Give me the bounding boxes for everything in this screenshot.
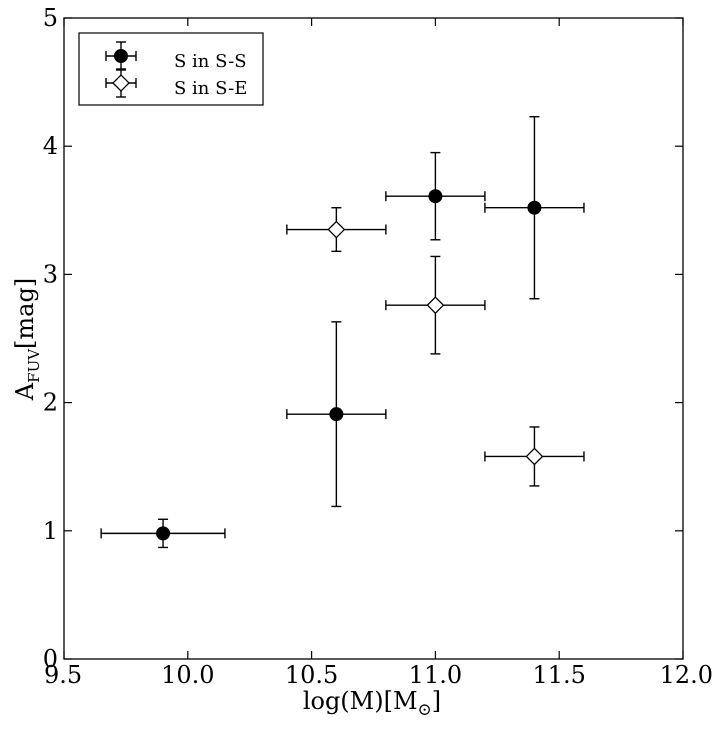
x-axis-label-subscript: ⊙ <box>418 700 432 720</box>
filled-circle-marker <box>329 407 344 422</box>
x-tick-label: 9.5 <box>44 661 82 689</box>
y-tick-label: 0 <box>43 645 58 673</box>
data-point-s-in-s-s <box>385 151 486 241</box>
data-point-s-in-s-s <box>286 321 387 508</box>
legend-open-diamond-marker <box>112 74 130 92</box>
filled-circle-marker <box>428 189 443 204</box>
data-point-s-in-s-s <box>100 518 226 549</box>
legend-markers <box>105 41 137 98</box>
x-tick-label: 12.0 <box>660 661 713 689</box>
y-axis-label-subscript: FUV <box>25 348 43 383</box>
open-diamond-marker <box>327 220 346 239</box>
legend-marker-s-in-s-e <box>105 68 137 98</box>
x-tick-label: 11.5 <box>532 661 585 689</box>
data-point-s-in-s-e <box>385 255 486 355</box>
legend-filled-circle-marker <box>114 49 128 63</box>
data-point-s-in-s-e <box>484 426 585 487</box>
y-tick-label: 1 <box>43 517 58 545</box>
legend-label-s-in-s-e: S in S-E <box>174 78 247 99</box>
legend-label-s-in-s-s: S in S-S <box>174 51 247 72</box>
y-tick-label: 3 <box>43 260 58 288</box>
filled-circle-marker <box>527 200 542 215</box>
plot-area <box>63 17 684 660</box>
x-tick-label: 10.0 <box>161 661 214 689</box>
y-tick-label: 5 <box>43 4 58 32</box>
x-axis-label: log(M)[M⊙] <box>303 687 441 720</box>
data-point-s-in-s-e <box>286 207 387 253</box>
ticks-layer: 9.5 10.0 10.5 11.0 11.5 12.0 0 1 2 3 4 5 <box>43 4 713 689</box>
open-diamond-marker <box>426 296 445 315</box>
y-axis-label: AFUV[mag] <box>11 278 43 401</box>
legend-marker-s-in-s-s <box>105 41 137 71</box>
marks-layer <box>100 116 585 549</box>
y-tick-label: 2 <box>43 389 58 417</box>
data-point-s-in-s-s <box>484 116 585 300</box>
filled-circle-marker <box>156 526 171 541</box>
legend: S in S-S S in S-E <box>78 32 264 106</box>
legend-box <box>78 32 264 106</box>
x-tick-label: 10.5 <box>285 661 338 689</box>
open-diamond-marker <box>525 447 544 466</box>
y-tick-label: 4 <box>43 132 58 160</box>
x-tick-label: 11.0 <box>409 661 462 689</box>
